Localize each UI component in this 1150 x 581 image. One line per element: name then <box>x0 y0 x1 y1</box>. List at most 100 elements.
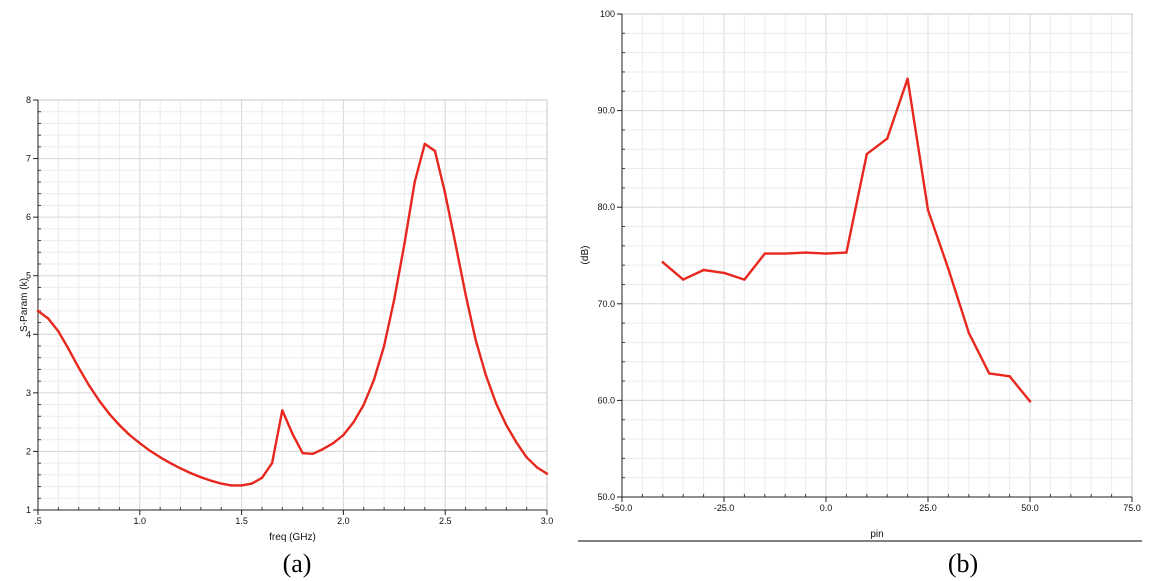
chart-b-y-tick-label: 90.0 <box>597 106 615 116</box>
chart-a-data-point <box>97 399 101 402</box>
chart-b-data-point <box>763 252 766 255</box>
chart-a-data-point <box>494 402 498 405</box>
chart-a-y-tick-label: 2 <box>26 446 31 456</box>
chart-a-data-point <box>158 456 162 459</box>
chart-b-data-point <box>1008 375 1011 378</box>
chart-b-data-point <box>722 271 726 275</box>
chart-b-data-point <box>1028 400 1032 403</box>
chart-a-y-tick-label: 7 <box>26 154 31 164</box>
chart-b-data-point <box>967 331 970 334</box>
chart-a-data-point <box>413 180 416 184</box>
chart-b-y-tick-label: 60.0 <box>597 395 615 405</box>
chart-a-y-tick-label: 4 <box>26 329 31 339</box>
chart-a-data-point <box>260 476 264 479</box>
chart-a-y-tick-label: 5 <box>26 271 31 281</box>
chart-a-x-tick-label: .5 <box>34 516 42 526</box>
chart-a-data-point <box>148 449 152 453</box>
chart-a-data-point <box>118 423 121 427</box>
chart-b-x-tick-label: 75.0 <box>1123 503 1141 513</box>
chart-a-data-point <box>342 433 345 437</box>
chart-a-data-point <box>250 482 253 485</box>
chart-b-y-axis-label: (dB) <box>580 246 591 265</box>
chart-a-data-point <box>423 142 427 146</box>
chart-a-data-point <box>199 476 203 479</box>
chart-a-data-point <box>36 309 40 313</box>
chart-a-plot-frame <box>37 99 548 511</box>
chart-a-data-point <box>444 192 447 195</box>
chart-a-data-point <box>179 467 182 470</box>
chart-b-y-tick-label: 80.0 <box>597 202 615 212</box>
chart-a-data-point <box>372 378 376 382</box>
chart-b-x-tick-label: 50.0 <box>1021 503 1039 513</box>
chart-a-data-point <box>505 423 508 427</box>
chart-a-y-tick-label: 6 <box>26 212 31 222</box>
chart-a-data-point <box>464 293 467 296</box>
caption-a: (a) <box>283 549 312 578</box>
chart-a-data-point <box>67 347 70 351</box>
chart-a-data-point <box>474 338 477 342</box>
chart-b-y-tick-label: 100 <box>600 9 615 19</box>
chart-a-data-point <box>454 242 457 245</box>
chart-a-y-tick-label: 1 <box>26 505 31 515</box>
chart-b-y-tick-label: 50.0 <box>597 492 615 502</box>
chart-a-data-point <box>362 403 365 406</box>
chart-a-data-point <box>311 452 315 455</box>
chart-a-data-point <box>403 242 406 245</box>
chart-a-x-axis-label: freq (GHz) <box>269 532 316 543</box>
chart-a-data-point <box>515 441 518 444</box>
chart-a-data-point <box>525 456 528 459</box>
chart-a-data-point <box>484 374 488 377</box>
chart-b-x-tick-label: -50.0 <box>612 503 633 513</box>
chart-a-data-point <box>169 461 172 465</box>
chart-a-data-point <box>128 433 131 437</box>
chart-a-data-point <box>108 412 111 416</box>
chart-b-data-point <box>906 77 909 80</box>
chart-a-data-point <box>535 466 539 469</box>
chart-b-x-tick-label: -25.0 <box>714 503 735 513</box>
chart-b-x-tick-label: 0.0 <box>820 503 833 513</box>
chart-b-y-tick-label: 70.0 <box>597 299 615 309</box>
chart-b-data-point <box>824 252 828 255</box>
chart-a-data-point <box>393 297 396 301</box>
chart-a-data-point <box>46 317 50 320</box>
chart-a-data-point <box>291 432 294 436</box>
chart-b-x-tick-label: 25.0 <box>919 503 937 513</box>
chart-a-data-point <box>138 442 141 445</box>
chart-a-data-point <box>433 149 437 153</box>
chart-b: -50.0 -25.0 0.0 25.0 50.0 75.0 50.0 60.0 70.0 80.… <box>580 9 1141 540</box>
chart-b-plot-frame <box>621 13 1133 498</box>
chart-b-data-point <box>926 208 930 212</box>
chart-a-x-tick-label: 2.5 <box>439 516 452 526</box>
chart-b-data-point <box>682 278 685 281</box>
chart-a-data-point <box>545 472 549 475</box>
chart-b-data-point <box>988 372 991 375</box>
chart-a-data-point <box>301 451 304 455</box>
chart-b-x-axis-label: pin <box>870 529 883 540</box>
chart-a-data-point <box>240 484 243 487</box>
chart-b-data-point <box>661 261 664 264</box>
chart-a-data-point <box>189 471 192 475</box>
chart-a-data-point <box>281 409 284 412</box>
chart-a-y-tick-label: 8 <box>26 95 31 105</box>
chart-b-data-point <box>947 267 950 271</box>
chart-a-data-point <box>209 479 213 482</box>
chart-b-data-point <box>784 252 787 255</box>
chart-a-x-tick-label: 3.0 <box>541 516 554 526</box>
chart-a: .5 1.0 1.5 2.0 2.5 3.0 1 2 3 4 5 6 7 8 freq (GHz) S-Par… <box>19 95 553 543</box>
chart-a-data-point <box>87 384 91 387</box>
chart-a-data-point <box>230 484 233 487</box>
chart-b-data-point <box>743 278 746 281</box>
chart-b-data-point <box>804 251 807 254</box>
chart-a-data-point <box>57 330 60 333</box>
chart-a-data-point <box>220 482 223 485</box>
chart-a-data-point <box>270 461 274 465</box>
chart-a-y-tick-label: 3 <box>26 388 31 398</box>
chart-b-data-point <box>845 251 848 254</box>
chart-b-data-point <box>865 152 868 156</box>
chart-a-data-point <box>382 344 386 348</box>
chart-a-y-axis-label: S-Param (k) <box>19 278 30 332</box>
chart-b-data-point <box>702 268 705 272</box>
chart-a-data-point <box>352 420 355 424</box>
chart-a-data-point <box>77 366 80 369</box>
